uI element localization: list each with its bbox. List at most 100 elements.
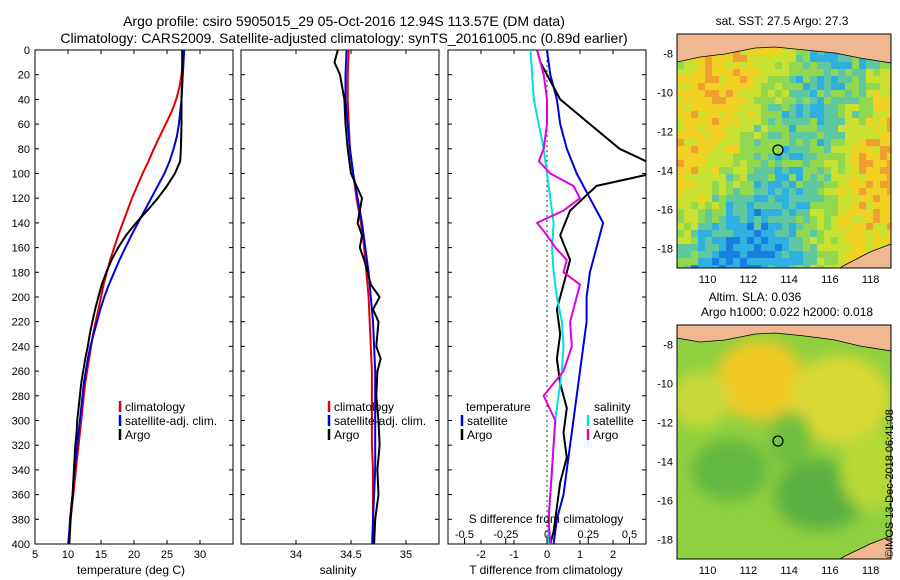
sst-cell — [698, 244, 706, 252]
sst-cell — [768, 230, 776, 238]
sst-cell — [831, 69, 839, 77]
sst-cell — [705, 160, 713, 168]
sst-cell — [880, 125, 888, 133]
sst-cell — [873, 160, 881, 168]
sst-cell — [677, 153, 685, 161]
sst-cell — [768, 69, 776, 77]
sst-cell — [754, 244, 762, 252]
sst-cell — [852, 132, 860, 140]
sst-cell — [733, 209, 741, 217]
sst-cell — [677, 258, 685, 266]
series-line-salinity-argo — [536, 50, 581, 544]
sst-cell — [803, 55, 811, 63]
sst-cell — [691, 132, 699, 140]
sla-high-blob — [715, 340, 805, 420]
sst-cell — [866, 174, 874, 182]
sst-cell — [705, 209, 713, 217]
sst-cell — [831, 174, 839, 182]
sst-cell — [838, 118, 846, 126]
sst-cell — [740, 237, 748, 245]
sst-cell — [789, 118, 797, 126]
sst-cell — [726, 62, 734, 70]
sst-cell — [859, 195, 867, 203]
sst-cell — [873, 69, 881, 77]
series-line-argo — [68, 50, 184, 544]
sst-cell — [719, 104, 727, 112]
sst-cell — [726, 265, 734, 268]
sst-cell — [866, 90, 874, 98]
sst-cell — [761, 83, 769, 91]
sst-cell — [691, 265, 699, 268]
legend-title-salinity: salinity — [594, 400, 631, 414]
sst-cell — [684, 251, 692, 259]
depth-tick-label: 280 — [12, 391, 30, 403]
sst-cell — [789, 160, 797, 168]
sst-cell — [852, 174, 860, 182]
sst-cell — [782, 146, 790, 154]
sst-cell — [887, 216, 891, 224]
sst-cell — [705, 69, 713, 77]
sst-cell — [768, 83, 776, 91]
sst-cell — [789, 104, 797, 112]
sst-cell — [719, 230, 727, 238]
sst-cell — [880, 167, 888, 175]
sst-cell — [873, 209, 881, 217]
sst-cell — [705, 251, 713, 259]
sst-cell — [782, 258, 790, 266]
sst-cell — [705, 111, 713, 119]
sst-cell — [803, 111, 811, 119]
sst-cell — [677, 83, 685, 91]
sst-cell — [775, 146, 783, 154]
sst-cell — [796, 48, 804, 56]
sst-cell — [866, 125, 874, 133]
sst-cell — [782, 181, 790, 189]
sst-cell — [803, 104, 811, 112]
sst-cell — [803, 167, 811, 175]
sst-cell — [803, 69, 811, 77]
sst-cell — [789, 181, 797, 189]
sst-cell — [712, 83, 720, 91]
sst-cell — [677, 111, 685, 119]
sst-cell — [712, 69, 720, 77]
sla-map-frame — [676, 324, 892, 560]
sst-cell — [831, 216, 839, 224]
sst-cell — [726, 55, 734, 63]
sst-cell — [712, 104, 720, 112]
sst-cell — [754, 153, 762, 161]
sst-cell — [810, 230, 818, 238]
sst-cell — [740, 230, 748, 238]
sst-cell — [712, 132, 720, 140]
sst-cell — [684, 181, 692, 189]
sst-cell — [691, 258, 699, 266]
depth-tick-label: 240 — [12, 341, 30, 353]
sst-cell — [747, 181, 755, 189]
sst-cell — [726, 153, 734, 161]
sst-cell — [817, 223, 825, 231]
sst-cell — [887, 104, 891, 112]
sst-cell — [817, 216, 825, 224]
sst-cell — [880, 223, 888, 231]
sst-cell — [831, 195, 839, 203]
depth-tick-label: 340 — [12, 465, 30, 477]
sst-cell — [677, 125, 685, 133]
sst-cell — [705, 188, 713, 196]
sst-cell — [747, 160, 755, 168]
sst-cell — [761, 153, 769, 161]
sst-cell — [887, 125, 891, 133]
sst-cell — [684, 188, 692, 196]
sst-cell — [775, 104, 783, 112]
sst-cell — [684, 104, 692, 112]
sst-cell — [782, 174, 790, 182]
sst-cell — [691, 153, 699, 161]
sst-cell — [768, 223, 776, 231]
sst-cell — [754, 230, 762, 238]
sst-cell — [754, 118, 762, 126]
sst-cell — [887, 237, 891, 245]
sst-cell — [768, 195, 776, 203]
sst-cell — [817, 258, 825, 266]
sst-cell — [754, 97, 762, 105]
sst-cell — [691, 55, 699, 63]
sst-cell — [677, 76, 685, 84]
sst-cell — [803, 132, 811, 140]
sst-cell — [684, 167, 692, 175]
